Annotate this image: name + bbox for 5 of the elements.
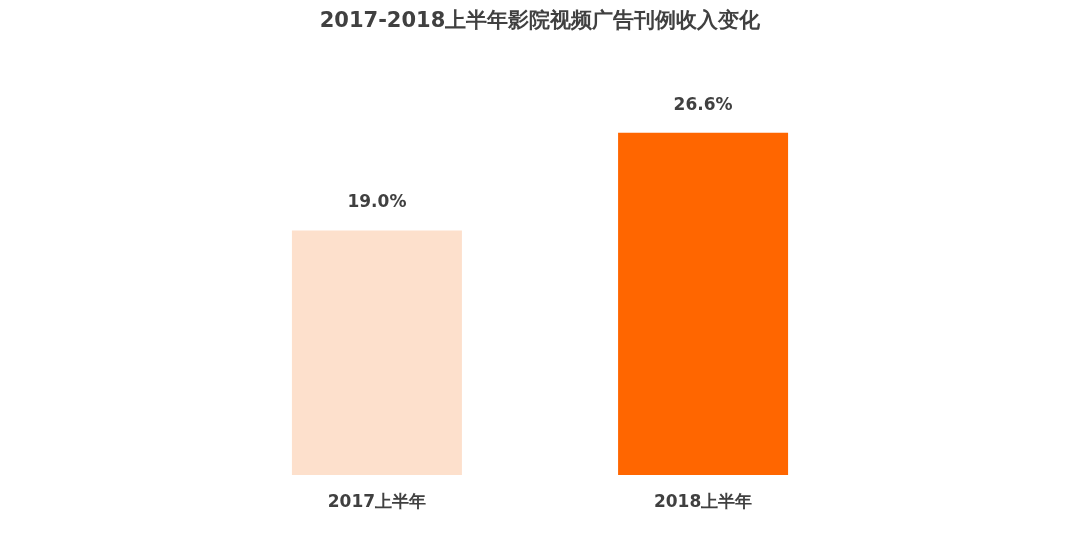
data-label: 19.0% [347, 191, 407, 212]
chart-title: 2017-2018上半年影院视频广告刊例收入变化 [319, 8, 762, 32]
x-tick-label: 2018上半年 [653, 490, 753, 511]
data-label: 26.6% [673, 93, 733, 114]
x-tick-label: 2017上半年 [327, 490, 427, 511]
